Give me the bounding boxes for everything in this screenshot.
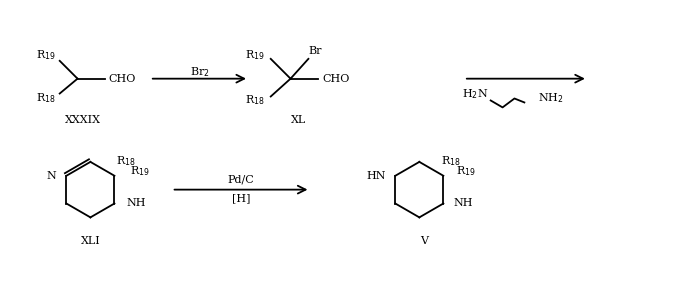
Text: CHO: CHO [108,74,136,84]
Text: HN: HN [366,171,385,181]
Text: R$_{18}$: R$_{18}$ [245,94,265,107]
Text: NH$_2$: NH$_2$ [538,92,564,105]
Text: H$_2$N: H$_2$N [463,88,489,101]
Text: N: N [47,171,57,181]
Text: XL: XL [291,115,306,125]
Text: NH: NH [127,199,146,208]
Text: [H]: [H] [232,194,250,203]
Text: R$_{19}$: R$_{19}$ [245,48,265,62]
Text: R$_{19}$: R$_{19}$ [130,164,150,178]
Text: R$_{18}$: R$_{18}$ [36,92,56,105]
Text: XLI: XLI [80,236,100,246]
Text: R$_{19}$: R$_{19}$ [456,164,476,178]
Text: R$_{19}$: R$_{19}$ [36,48,56,62]
Text: R$_{18}$: R$_{18}$ [441,154,461,168]
Text: Br$_2$: Br$_2$ [189,65,209,79]
Text: Pd/C: Pd/C [228,175,254,185]
Text: Br: Br [308,46,322,56]
Text: R$_{18}$: R$_{18}$ [117,154,136,168]
Text: XXXIX: XXXIX [64,115,101,125]
Text: V: V [420,236,428,246]
Text: NH: NH [453,199,473,208]
Text: CHO: CHO [322,74,350,84]
